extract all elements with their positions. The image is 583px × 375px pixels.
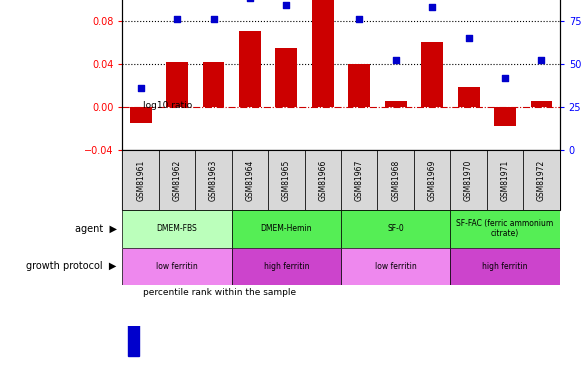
Text: percentile rank within the sample: percentile rank within the sample: [143, 288, 296, 297]
Bar: [421, 42, 443, 107]
Bar: [450, 210, 560, 248]
Bar: [341, 150, 377, 210]
Bar: [487, 150, 523, 210]
Bar: [268, 150, 304, 210]
Text: GSM81969: GSM81969: [428, 159, 437, 201]
Text: GSM81964: GSM81964: [245, 159, 254, 201]
Point: [354, 16, 364, 22]
Bar: [231, 248, 341, 285]
Bar: [239, 32, 261, 107]
Text: GSM81966: GSM81966: [318, 159, 327, 201]
Text: DMEM-FBS: DMEM-FBS: [157, 224, 198, 233]
Point: [537, 57, 546, 63]
Text: growth protocol  ▶: growth protocol ▶: [26, 261, 117, 271]
Bar: [341, 210, 450, 248]
Text: high ferritin: high ferritin: [264, 262, 309, 271]
Bar: [450, 150, 487, 210]
Bar: [348, 64, 370, 107]
Text: GSM81968: GSM81968: [391, 159, 400, 201]
Bar: [231, 150, 268, 210]
Bar: [128, 225, 139, 356]
Text: low ferritin: low ferritin: [156, 262, 198, 271]
Bar: [275, 48, 297, 107]
Text: agent  ▶: agent ▶: [75, 224, 117, 234]
Bar: [122, 210, 231, 248]
Bar: [450, 248, 560, 285]
Bar: [377, 150, 414, 210]
Bar: [122, 248, 231, 285]
Bar: [203, 62, 224, 107]
Point: [282, 2, 291, 8]
Text: GSM81970: GSM81970: [464, 159, 473, 201]
Text: SF-0: SF-0: [387, 224, 404, 233]
Text: DMEM-Hemin: DMEM-Hemin: [261, 224, 312, 233]
Bar: [341, 248, 450, 285]
Bar: [385, 102, 406, 107]
Bar: [128, 38, 139, 169]
Text: GSM81963: GSM81963: [209, 159, 218, 201]
Bar: [494, 107, 516, 126]
Bar: [159, 150, 195, 210]
Bar: [304, 150, 341, 210]
Text: low ferritin: low ferritin: [375, 262, 417, 271]
Bar: [312, 0, 333, 107]
Text: GSM81965: GSM81965: [282, 159, 291, 201]
Text: GSM81961: GSM81961: [136, 159, 145, 201]
Point: [245, 0, 255, 1]
Text: GSM81971: GSM81971: [501, 159, 510, 201]
Text: SF-FAC (ferric ammonium
citrate): SF-FAC (ferric ammonium citrate): [456, 219, 554, 239]
Text: high ferritin: high ferritin: [482, 262, 528, 271]
Bar: [458, 87, 479, 107]
Text: GSM81962: GSM81962: [173, 159, 181, 201]
Point: [391, 57, 401, 63]
Point: [500, 75, 510, 81]
Bar: [523, 150, 560, 210]
Bar: [531, 102, 552, 107]
Text: GSM81972: GSM81972: [537, 159, 546, 201]
Bar: [166, 62, 188, 107]
Point: [136, 85, 145, 91]
Point: [427, 4, 437, 10]
Text: log10 ratio: log10 ratio: [143, 100, 192, 109]
Point: [173, 16, 182, 22]
Bar: [414, 150, 450, 210]
Point: [464, 35, 473, 41]
Text: GSM81967: GSM81967: [355, 159, 364, 201]
Bar: [122, 150, 159, 210]
Bar: [231, 210, 341, 248]
Bar: [195, 150, 231, 210]
Point: [209, 16, 218, 22]
Bar: [129, 107, 152, 123]
